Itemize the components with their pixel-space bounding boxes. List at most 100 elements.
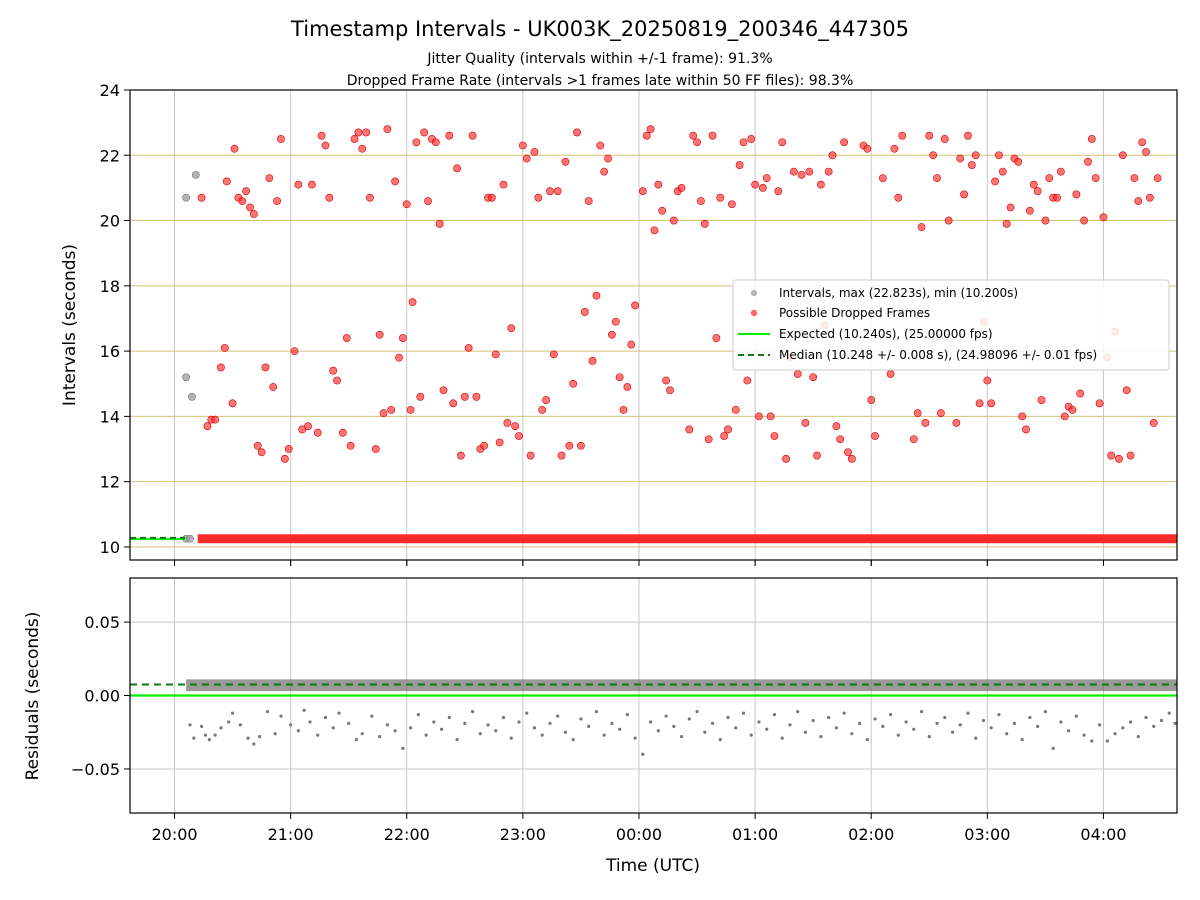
dropped-frame-point [553, 187, 562, 196]
residuals-y-tick-label: −0.05 [71, 760, 120, 779]
dropped-frame-point [828, 151, 837, 160]
dropped-frame-point [1107, 451, 1116, 460]
residuals-dense-band [186, 679, 1177, 692]
residual-point [1074, 714, 1078, 718]
dropped-frame-point [693, 138, 701, 147]
residual-point [950, 730, 955, 734]
x-tick-label: 23:00 [500, 825, 546, 844]
dropped-frame-point [317, 131, 326, 140]
residual-point [1097, 723, 1102, 727]
dropped-frame-point [238, 197, 247, 205]
dropped-frame-point [967, 161, 976, 169]
dropped-frame-point [654, 180, 663, 189]
dropped-frame-point [561, 157, 570, 166]
dropped-frame-point [1118, 151, 1127, 160]
residual-point [463, 721, 467, 726]
residual-point [494, 729, 498, 733]
residual-point [258, 735, 262, 739]
dropped-frame-point [569, 379, 578, 388]
dropped-frame-point [623, 383, 632, 391]
dropped-frame-point [627, 340, 636, 349]
residual-point [238, 723, 242, 727]
dropped-frame-point [435, 219, 444, 228]
dropped-frame-point [936, 409, 945, 418]
dropped-frame-point [350, 135, 359, 143]
dropped-frame-point [580, 308, 589, 316]
residual-point [416, 712, 420, 717]
dropped-frame-point [1014, 157, 1023, 166]
intervals-ticks: 10 12 14 16 18 20 22 24 [100, 81, 1104, 566]
dropped-frame-point [503, 419, 512, 427]
interval-point [186, 534, 194, 543]
residual-point [943, 715, 947, 720]
dropped-frame-point [998, 167, 1007, 176]
residual-point [927, 735, 931, 739]
residual-point [896, 733, 900, 737]
dropped-frame-point [542, 396, 550, 404]
residuals-ticks: 20:00 21:00 22:00 23:00 00:00 01:00 02:00 03:00… [71, 560, 1127, 844]
dropped-frame-point [577, 441, 585, 450]
x-axis-label: Time (UTC) [605, 856, 700, 876]
dropped-frame-point [565, 441, 574, 450]
dropped-frame-point [488, 193, 496, 202]
residual-point [1136, 735, 1140, 739]
dropped-frame-point [960, 190, 969, 199]
dropped-frame-point [398, 334, 407, 342]
dropped-frame-point [1126, 451, 1135, 460]
residual-point [842, 711, 846, 715]
dropped-frame-point [1053, 193, 1061, 202]
dropped-frame-point [921, 419, 930, 427]
residual-point [540, 733, 544, 737]
chart-title: Timestamp Intervals - UK003K_20250819_20… [290, 17, 909, 42]
dropped-frame-point [526, 451, 535, 460]
dropped-frame-point [762, 174, 771, 183]
dropped-frame-point [801, 419, 810, 427]
residual-point [966, 711, 970, 715]
dropped-frame-point [596, 141, 605, 150]
residual-point [571, 737, 575, 742]
dropped-frame-point [408, 298, 417, 307]
dropped-frame-point [203, 422, 212, 431]
residual-point [1144, 715, 1148, 720]
intervals-y-tick-label: 22 [100, 146, 120, 165]
dropped-frame-point [638, 187, 647, 196]
residual-point [819, 735, 823, 739]
residual-point [718, 737, 722, 742]
interval-point [182, 193, 191, 202]
residual-point [796, 710, 800, 714]
residual-point [904, 720, 908, 724]
dropped-frame-point [789, 167, 798, 176]
intervals-y-tick-label: 14 [100, 407, 120, 426]
residual-point [279, 714, 283, 718]
dropped-frame-point [249, 210, 258, 218]
dropped-frame-point [530, 148, 539, 156]
dropped-frame-point [758, 184, 767, 192]
dropped-frame-point [257, 448, 266, 457]
dropped-frame-point [371, 445, 380, 453]
dropped-frame-point [354, 128, 363, 137]
residual-point [827, 715, 831, 720]
dropped-frame-point [1138, 138, 1147, 147]
dropped-frame-point [983, 376, 992, 385]
dropped-frame-point [468, 131, 477, 140]
residual-point [618, 727, 622, 731]
dropped-frame-point [1018, 412, 1027, 421]
dropped-frame-point [774, 187, 783, 196]
dropped-frame-point [304, 422, 312, 431]
dropped-frame-point [406, 405, 415, 414]
intervals-y-tick-label: 18 [100, 277, 120, 296]
residual-point [981, 718, 986, 723]
dropped-frame-point [805, 167, 814, 176]
legend-label-median: Median (10.248 +/- 0.008 s), (24.98096 +… [779, 348, 1097, 362]
dropped-frame-point [824, 167, 833, 176]
residual-point [1028, 715, 1032, 720]
dropped-frame-point [929, 151, 938, 160]
dropped-frame-point [1056, 167, 1065, 176]
dropped-frame-point [607, 330, 616, 339]
intervals-y-tick-label: 16 [100, 342, 120, 361]
dropped-frame-point [797, 170, 806, 179]
dropped-frame-point [220, 343, 229, 352]
dropped-frame-point [472, 392, 481, 401]
residual-point [703, 730, 707, 734]
residual-point [439, 727, 444, 731]
